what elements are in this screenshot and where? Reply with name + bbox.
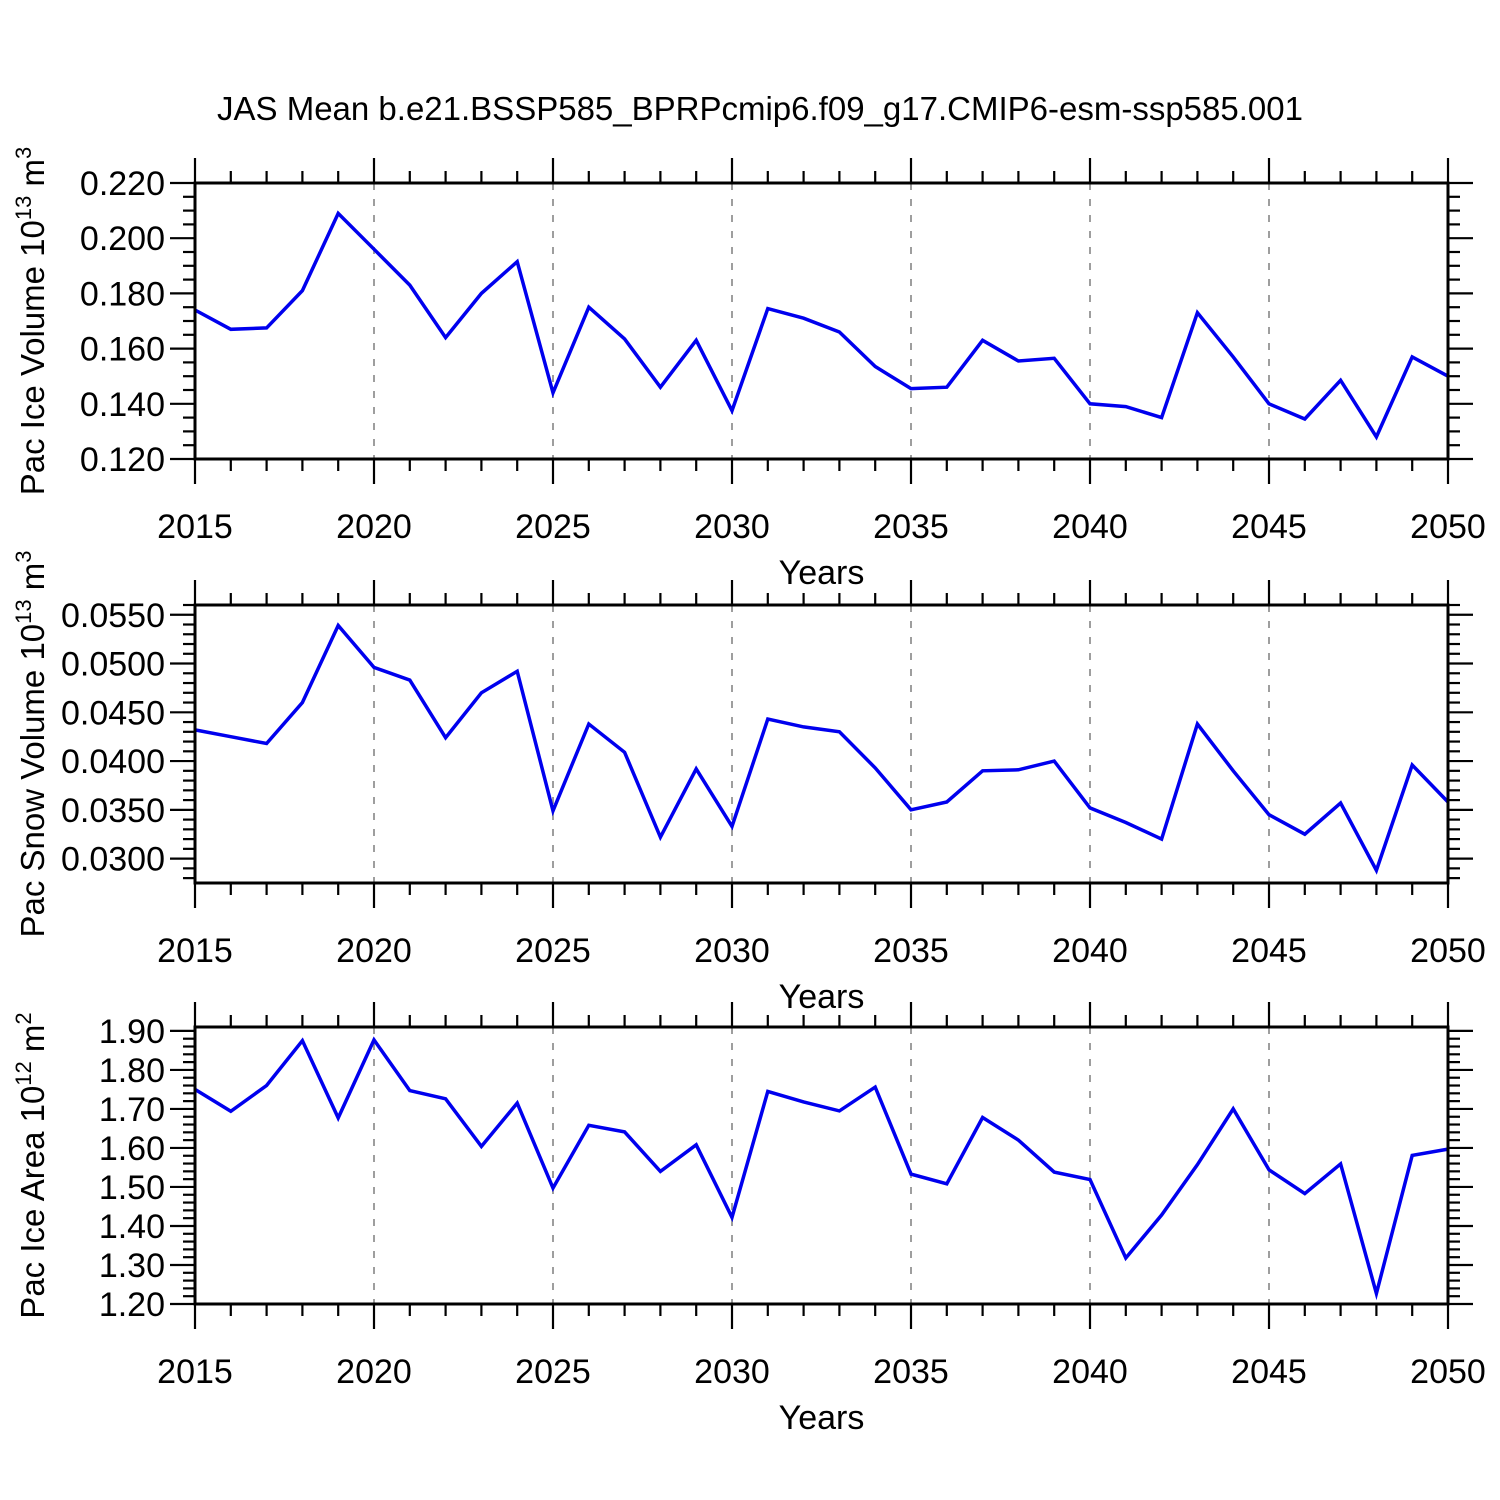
x-tick-label: 2045	[1231, 1353, 1307, 1391]
y-tick-label: 1.40	[99, 1208, 165, 1246]
x-tick-label: 2030	[694, 508, 770, 546]
x-axis-title: Years	[779, 554, 865, 592]
plot-box	[193, 181, 1450, 461]
y-tick-label: 1.50	[99, 1169, 165, 1207]
data-line-pac-snow-volume	[194, 622, 1450, 875]
y-tick-label: 1.30	[99, 1247, 165, 1285]
y-tick-label: 0.120	[80, 441, 165, 479]
x-tick-label: 2015	[157, 508, 233, 546]
x-tick-label: 2030	[694, 932, 770, 970]
y-tick-label: 1.90	[99, 1013, 165, 1051]
data-line-pac-ice-volume	[194, 210, 1449, 441]
x-axis-title: Years	[779, 978, 865, 1016]
x-tick-label: 2035	[873, 508, 949, 546]
x-tick-label: 2040	[1052, 1353, 1128, 1391]
x-tick-label: 2040	[1052, 932, 1128, 970]
x-tick-label: 2015	[157, 932, 233, 970]
y-tick-label: 1.60	[99, 1130, 165, 1168]
y-tick-label: 0.220	[80, 165, 165, 203]
x-tick-label: 2050	[1410, 932, 1486, 970]
x-tick-label: 2050	[1410, 508, 1486, 546]
plot-box	[193, 1025, 1450, 1306]
x-tick-label: 2045	[1231, 932, 1307, 970]
figure-title: JAS Mean b.e21.BSSP585_BPRPcmip6.f09_g17…	[217, 90, 1303, 127]
x-axis-title: Years	[779, 1399, 865, 1437]
y-tick-label: 0.200	[80, 220, 165, 258]
y-tick-label: 1.80	[99, 1052, 165, 1090]
chart-pac-ice-volume: 2015 2020 2025 2030 2035 2040 2045 2050 0.120 0.1…	[11, 147, 1486, 592]
y-tick-label: 0.0450	[61, 694, 165, 732]
y-tick-label: 0.180	[80, 275, 165, 313]
x-tick-label: 2020	[336, 932, 412, 970]
x-tick-label: 2035	[873, 932, 949, 970]
x-tick-label: 2035	[873, 1353, 949, 1391]
y-tick-label: 0.0300	[61, 841, 165, 879]
x-tick-label: 2040	[1052, 508, 1128, 546]
y-tick-label: 0.0350	[61, 792, 165, 830]
plot-box	[193, 603, 1450, 885]
x-tick-label: 2020	[336, 508, 412, 546]
x-tick-label: 2030	[694, 1353, 770, 1391]
y-tick-label: 0.0500	[61, 646, 165, 684]
y-tick-label: 0.140	[80, 386, 165, 424]
y-tick-label: 0.0400	[61, 743, 165, 781]
x-tick-label: 2025	[515, 1353, 591, 1391]
x-tick-label: 2025	[515, 508, 591, 546]
x-tick-label: 2045	[1231, 508, 1307, 546]
y-tick-label: 1.70	[99, 1091, 165, 1129]
x-tick-label: 2020	[336, 1353, 412, 1391]
y-tick-label: 0.160	[80, 331, 165, 369]
y-axis-title: Pac Snow Volume 1013 m3	[11, 550, 51, 937]
x-tick-label: 2025	[515, 932, 591, 970]
chart-pac-snow-volume: 2015 2020 2025 2030 2035 2040 2045 2050 0.0300 0.…	[11, 550, 1486, 1016]
chart-pac-ice-area: 2015 2020 2025 2030 2035 2040 2045 2050 1.201.30…	[11, 1002, 1486, 1437]
y-axis-title: Pac Ice Area 1012 m2	[11, 1012, 51, 1318]
y-tick-label: 1.20	[99, 1286, 165, 1324]
data-line-pac-ice-area	[194, 1036, 1449, 1301]
x-tick-label: 2050	[1410, 1353, 1486, 1391]
y-axis-title: Pac Ice Volume 1013 m3	[11, 147, 51, 496]
x-tick-label: 2015	[157, 1353, 233, 1391]
y-tick-label: 0.0550	[61, 597, 165, 635]
